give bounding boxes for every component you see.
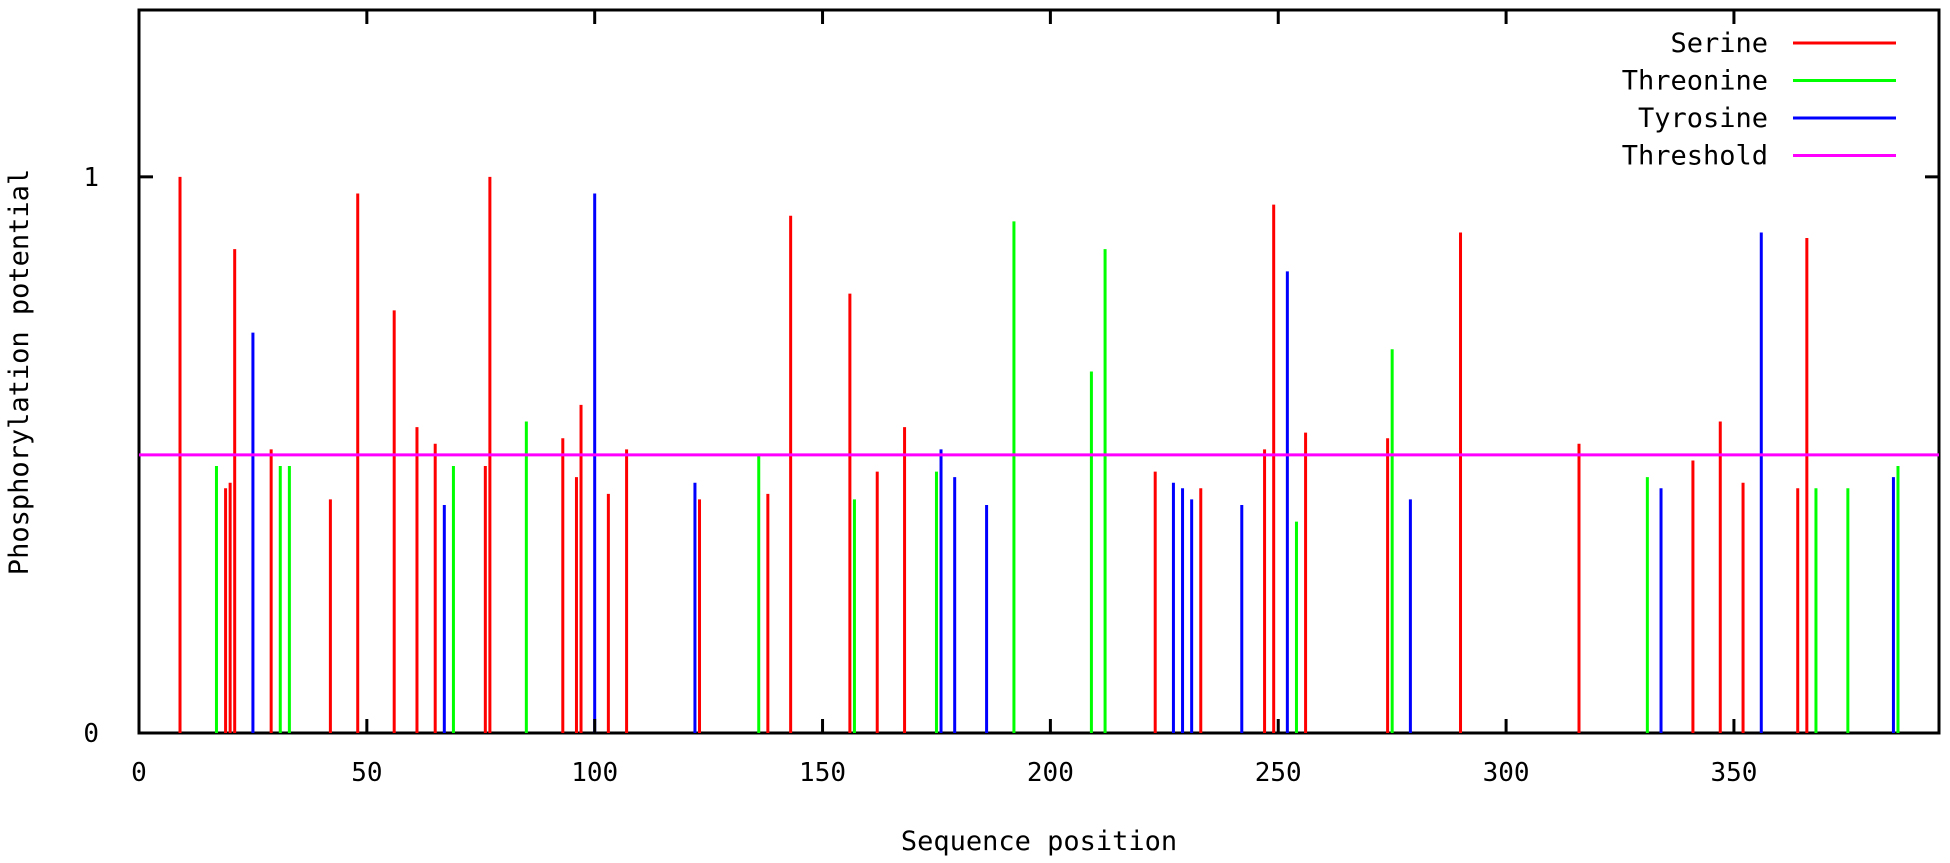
legend-label-tyrosine: Tyrosine bbox=[1638, 103, 1768, 134]
plot-frame bbox=[137, 8, 1941, 735]
legend-label-serine: Serine bbox=[1670, 28, 1768, 59]
x-tick-label: 200 bbox=[1027, 758, 1074, 788]
y-axis-label: Phosphorylation potential bbox=[4, 169, 35, 575]
x-axis-label: Sequence position bbox=[901, 826, 1177, 857]
y-tick-label: 0 bbox=[83, 719, 99, 749]
x-tick-label: 100 bbox=[571, 758, 618, 788]
y-tick-label: 1 bbox=[83, 163, 99, 193]
x-tick-label: 250 bbox=[1255, 758, 1302, 788]
x-tick-label: 350 bbox=[1710, 758, 1757, 788]
x-tick-label: 0 bbox=[131, 758, 147, 788]
legend: Serine Threonine Tyrosine Threshold bbox=[1622, 28, 1896, 172]
x-tick-label: 300 bbox=[1483, 758, 1530, 788]
legend-label-threonine: Threonine bbox=[1622, 66, 1768, 97]
bars-layer bbox=[178, 176, 1900, 733]
legend-label-threshold: Threshold bbox=[1622, 141, 1768, 172]
x-tick-label: 150 bbox=[799, 758, 846, 788]
ticks-layer: 0 50 100 150 200 250 300 350 0 1 bbox=[83, 10, 1939, 788]
x-tick-label: 50 bbox=[351, 758, 382, 788]
